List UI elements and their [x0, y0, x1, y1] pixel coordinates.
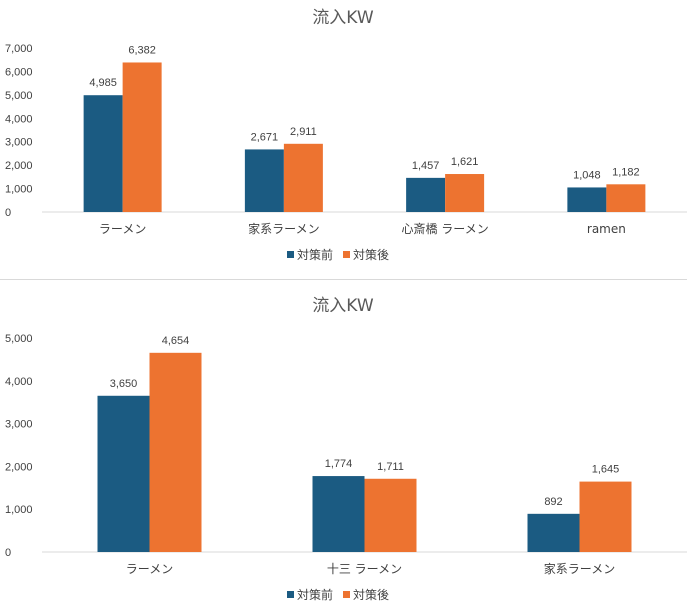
legend-label-after: 対策後	[353, 248, 389, 262]
data-label: 4,985	[89, 77, 117, 89]
legend: 対策前 対策後	[287, 587, 389, 602]
bar-before	[312, 476, 365, 552]
data-label: 1,711	[377, 461, 404, 473]
data-label: 6,382	[128, 44, 156, 56]
chart-divider	[0, 279, 687, 280]
bar-chart-2: 流入KW 0 1,000 2,000 3,000 4,000 5,000 3,650 4,654…	[5, 296, 687, 602]
data-label: 2,671	[251, 131, 279, 143]
data-label: 1,774	[325, 458, 353, 470]
bar-after	[579, 481, 632, 552]
bar-before	[244, 149, 284, 212]
y-tick-label: 5,000	[5, 90, 33, 102]
category-label: ラーメン	[99, 222, 147, 236]
data-label: 1,182	[612, 166, 640, 178]
y-tick-label: 5,000	[5, 333, 33, 345]
y-tick-label: 0	[5, 547, 11, 559]
y-tick-label: 3,000	[5, 419, 33, 431]
y-tick-label: 4,000	[5, 113, 33, 125]
bar-after	[364, 478, 417, 552]
y-tick-label: 0	[5, 207, 11, 219]
bar-after	[283, 143, 323, 212]
bar-after	[606, 184, 646, 212]
legend-label-after: 対策後	[353, 588, 389, 602]
category-label: 十三 ラーメン	[327, 562, 402, 576]
category-label: 家系ラーメン	[248, 221, 320, 236]
data-label: 892	[544, 496, 562, 508]
legend-swatch-before	[287, 591, 294, 598]
chart-title: 流入KW	[312, 8, 374, 28]
bar-after	[445, 174, 485, 212]
legend: 対策前 対策後	[287, 247, 389, 262]
data-label: 2,911	[290, 126, 317, 138]
bar-before	[97, 395, 150, 552]
chart-panel-2: 流入KW 0 1,000 2,000 3,000 4,000 5,000 3,650 4,654…	[0, 280, 687, 611]
data-label: 1,645	[592, 464, 620, 476]
category-label: ラーメン	[126, 562, 174, 576]
y-tick-label: 2,000	[5, 160, 33, 172]
bar-before	[83, 95, 123, 212]
bar-before	[406, 177, 446, 212]
legend-label-before: 対策前	[297, 247, 333, 262]
data-label: 1,621	[451, 156, 479, 168]
category-label: ramen	[587, 222, 626, 236]
y-tick-label: 3,000	[5, 137, 33, 149]
category-label: 心斎橋 ラーメン	[401, 221, 488, 236]
data-label: 1,457	[412, 160, 440, 172]
y-tick-label: 1,000	[5, 504, 33, 516]
bar-chart-1: 流入KW 0 1,000 2,000 3,000 4,000 5,000 6,000 7,000…	[5, 8, 687, 262]
category-label: 家系ラーメン	[544, 561, 616, 576]
bar-before	[567, 187, 607, 212]
data-label: 4,654	[162, 335, 190, 347]
y-tick-label: 1,000	[5, 184, 33, 196]
bar-after	[122, 62, 162, 213]
legend-swatch-before	[287, 251, 294, 258]
chart-panel-1: 流入KW 0 1,000 2,000 3,000 4,000 5,000 6,000 7,000…	[0, 0, 687, 279]
legend-swatch-after	[343, 251, 350, 258]
legend-swatch-after	[343, 591, 350, 598]
y-tick-label: 6,000	[5, 66, 33, 78]
bar-after	[149, 352, 202, 552]
bar-before	[527, 513, 580, 552]
y-tick-label: 2,000	[5, 461, 33, 473]
chart-title: 流入KW	[312, 296, 374, 316]
data-label: 3,650	[110, 378, 138, 390]
legend-label-before: 対策前	[297, 587, 333, 602]
y-tick-label: 4,000	[5, 376, 33, 388]
data-label: 1,048	[573, 169, 601, 181]
y-tick-label: 7,000	[5, 43, 33, 55]
